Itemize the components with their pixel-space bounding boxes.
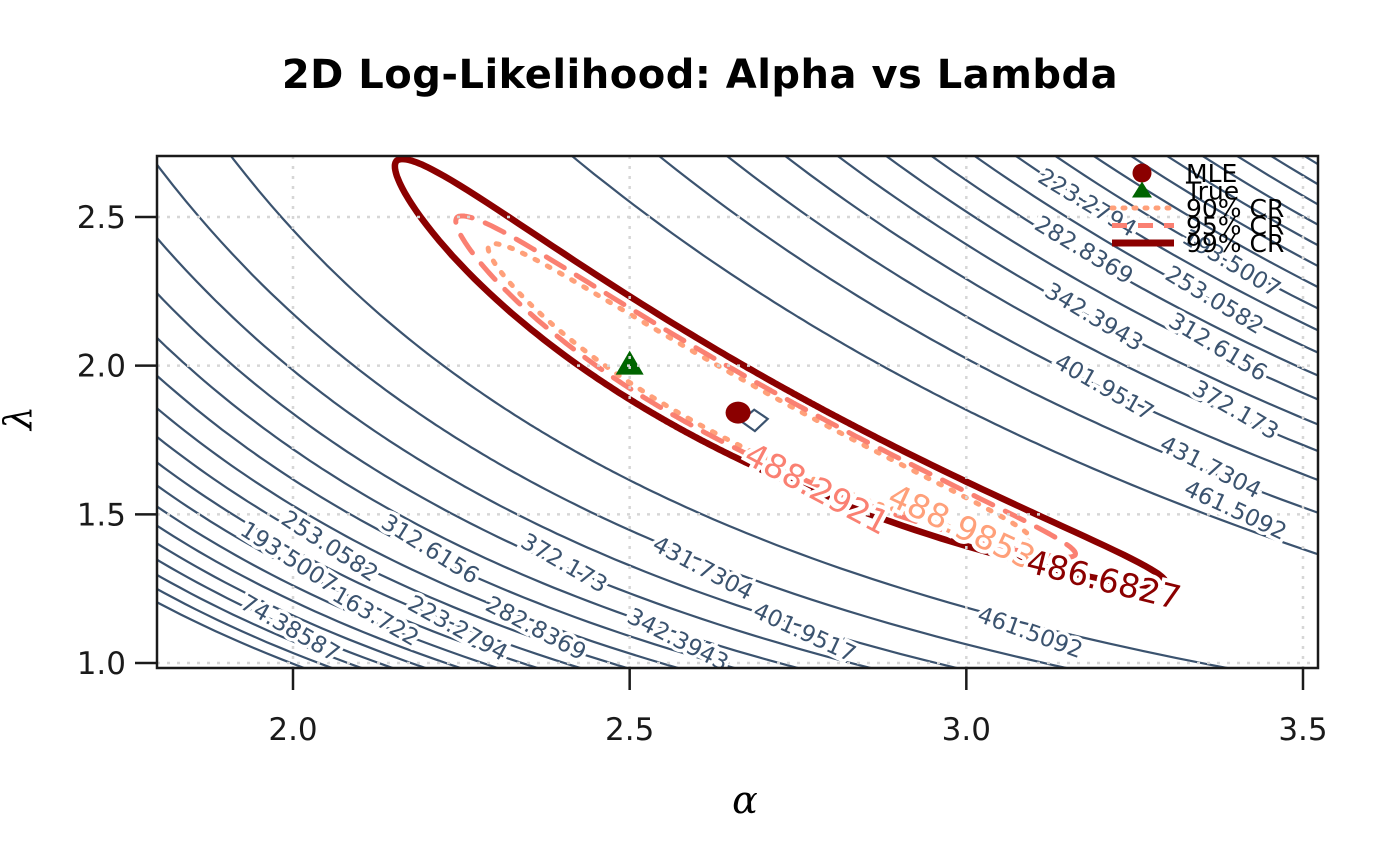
contour-label-group: 486.6827 — [1019, 538, 1189, 622]
x-axis-title-alpha: α — [732, 778, 758, 822]
x-tick-label: 2.5 — [605, 712, 654, 748]
legend-mle-marker — [1132, 163, 1152, 183]
contour-label: 461.5092 — [974, 602, 1086, 664]
y-tick-label: 2.0 — [77, 349, 126, 385]
chart-title: 2D Log-Likelihood: Alpha vs Lambda — [281, 52, 1119, 98]
plot-border — [155, 154, 1320, 670]
credible-region-99pct — [391, 156, 1169, 590]
legend-item-mle: MLE — [1132, 159, 1237, 188]
x-tick-label: 2.0 — [268, 712, 317, 748]
contour-label: 163.722 — [328, 582, 423, 652]
true-point-marker — [615, 350, 644, 375]
contour-label-group: 461.5092 — [970, 599, 1089, 668]
contour-label-group: 431.7304 — [645, 528, 761, 609]
legend-label: MLE — [1186, 159, 1237, 188]
contour-label: 372.173 — [516, 529, 611, 599]
contour-label-group: 372.173 — [513, 525, 615, 602]
legend-item-99-cr: 99% CR — [1112, 229, 1284, 258]
loglik-contour-line — [157, 156, 1318, 668]
legend-true-marker — [1132, 181, 1152, 198]
contour-label-group: 401.9517 — [1046, 345, 1161, 429]
y-tick-label: 2.5 — [77, 200, 126, 236]
contour-label: 486.6827 — [1023, 542, 1185, 618]
legend-label: 95% CR — [1186, 212, 1284, 241]
legend-label: True — [1185, 177, 1239, 206]
contour-label: 488.2921 — [738, 434, 895, 542]
contour-label: 431.7304 — [648, 531, 757, 605]
contour-label: 372.173 — [1187, 376, 1282, 446]
x-tick-label: 3.5 — [1278, 712, 1327, 748]
contour-label-group: 488.2921 — [734, 430, 899, 546]
legend-item-95-cr: 95% CR — [1112, 212, 1284, 241]
y-tick-label: 1.0 — [77, 646, 126, 682]
y-tick-label: 1.5 — [77, 497, 126, 533]
contour-label: 401.9517 — [1050, 349, 1158, 426]
x-tick-label: 3.0 — [942, 712, 991, 748]
y-axis-title-lambda: λ — [0, 405, 40, 431]
legend-label: 90% CR — [1186, 194, 1284, 223]
loglik-contour-line — [229, 156, 1318, 668]
contour-label-group: 372.173 — [1184, 372, 1286, 449]
legend-item-true: True — [1132, 177, 1239, 206]
contour-label-group: 163.722 — [324, 578, 426, 655]
legend-label: 99% CR — [1186, 229, 1284, 258]
legend-item-90-cr: 90% CR — [1109, 194, 1284, 223]
mle-point-marker — [725, 401, 751, 424]
credible-region-90pct — [485, 241, 1034, 545]
